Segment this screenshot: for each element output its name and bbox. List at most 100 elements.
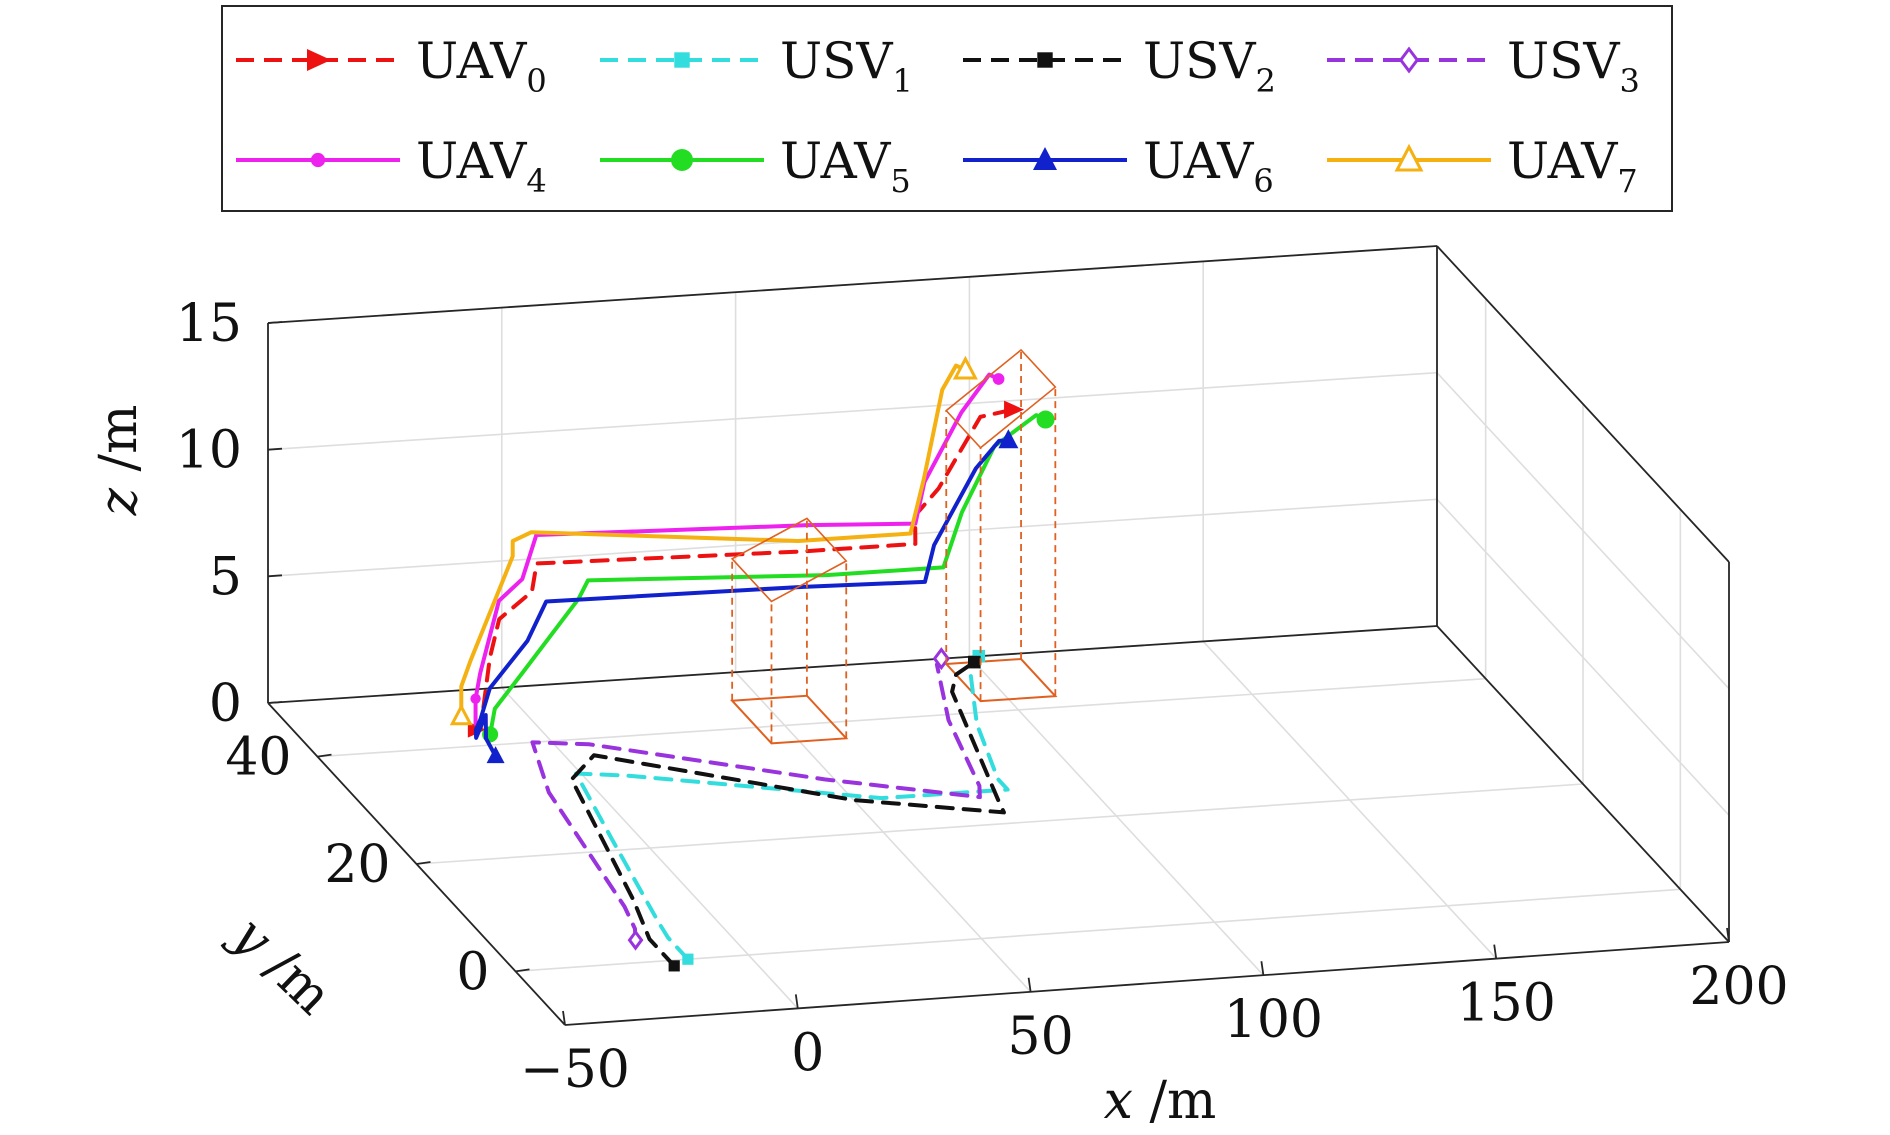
grid-side-z <box>1436 372 1730 690</box>
series-end-marker <box>992 373 1005 385</box>
series-end-marker <box>998 429 1019 449</box>
grid-side-z <box>1436 498 1730 816</box>
x-tick-mark <box>1260 961 1265 976</box>
x-tick-mark <box>1493 944 1498 959</box>
legend-swatch-marker <box>1398 46 1420 74</box>
series-uav-6 <box>473 429 1019 764</box>
legend-swatch-marker <box>1037 52 1053 68</box>
y-tick-mark <box>416 861 431 865</box>
series-start-marker <box>486 746 505 764</box>
legend-swatch-marker <box>1033 147 1057 170</box>
legend-label-name: USV <box>1143 32 1256 90</box>
series-end-marker <box>968 655 981 669</box>
legend-label: UAV6 <box>1143 132 1274 200</box>
series-start-marker <box>449 703 473 726</box>
series-start-marker <box>627 929 644 951</box>
legend-item: USV2 <box>963 32 1276 100</box>
usv-formation-boxes <box>729 657 1058 745</box>
legend-label-name: USV <box>1507 32 1620 90</box>
x-tick-label: 100 <box>1224 990 1323 1050</box>
legend-label: UAV0 <box>416 32 547 100</box>
z-tick-mark <box>267 321 283 324</box>
legend-label-subscript: 4 <box>526 162 546 200</box>
legend-label: UAV7 <box>1507 132 1638 200</box>
series-line <box>574 654 1010 962</box>
grid-floor-y <box>416 783 1584 865</box>
x-tick-label: 200 <box>1689 957 1788 1017</box>
air-formation-box <box>730 517 848 603</box>
grid-floor-y <box>317 677 1486 758</box>
z-tick-label: 5 <box>209 547 242 607</box>
y-tick-mark <box>515 968 530 973</box>
z-axis-label: z /m <box>89 405 149 517</box>
axes-box-edge <box>1436 625 1730 943</box>
series-usv-3 <box>530 647 982 951</box>
x-tick-label: 0 <box>791 1023 824 1083</box>
legend-swatch-marker <box>1394 143 1424 172</box>
trajectory-series <box>449 355 1055 972</box>
grid-back-z <box>267 371 1438 451</box>
legend-item: USV3 <box>1327 32 1640 100</box>
series-line <box>473 438 1011 759</box>
legend-label-name: UAV <box>780 132 891 190</box>
legend-label-subscript: 6 <box>1253 162 1273 200</box>
z-tick-label: 15 <box>176 294 242 354</box>
legend-label-name: UAV <box>1143 132 1254 190</box>
axes-box-edge <box>564 941 1730 1026</box>
legend-item: USV1 <box>600 32 913 100</box>
series-start-marker <box>682 953 694 965</box>
legend-item: UAV4 <box>236 132 547 200</box>
x-tick-label: 50 <box>1008 1007 1074 1067</box>
ground-formation-box <box>729 694 849 745</box>
legend-item: UAV6 <box>963 132 1274 200</box>
series-start-marker <box>470 693 481 704</box>
series-end-marker <box>952 355 978 380</box>
x-axis-var: x <box>1104 1071 1133 1131</box>
x-axis-unit: /m <box>1150 1071 1217 1131</box>
z-tick-mark <box>267 447 283 451</box>
legend-box <box>221 5 1673 212</box>
series-line <box>569 660 1006 968</box>
legend-label: USV3 <box>1507 32 1640 100</box>
legend-swatch-marker <box>310 152 326 168</box>
axes-box-edge <box>267 625 1438 704</box>
y-tick-mark <box>317 753 332 758</box>
legend-label-subscript: 1 <box>893 62 913 100</box>
y-tick-label: 0 <box>456 942 489 1002</box>
series-end-marker <box>1004 400 1025 419</box>
x-tick-mark <box>794 994 799 1009</box>
legend-label-name: USV <box>780 32 893 90</box>
series-line <box>488 413 1048 737</box>
grid-floor-y <box>515 888 1681 973</box>
series-line <box>473 407 1016 732</box>
legend-label: UAV4 <box>416 132 547 200</box>
series-line <box>459 363 968 719</box>
legend-item: UAV7 <box>1327 132 1638 200</box>
z-axis-unit: /m <box>89 405 149 472</box>
series-start-marker <box>668 960 680 972</box>
series-uav-7 <box>449 355 978 726</box>
z-tick-mark <box>267 574 283 578</box>
legend-label-name: UAV <box>416 32 527 90</box>
x-tick-mark <box>1027 977 1032 992</box>
series-end-marker <box>932 647 950 671</box>
axes-box <box>267 245 1730 1026</box>
legend-label: USV1 <box>780 32 913 100</box>
legend-label: UAV5 <box>780 132 911 200</box>
legend-label-subscript: 7 <box>1617 162 1637 200</box>
legend-label-subscript: 3 <box>1620 62 1640 100</box>
ground-formation-box <box>944 657 1058 703</box>
legend-label-subscript: 2 <box>1256 62 1276 100</box>
series-line <box>530 656 982 943</box>
x-axis-label: x /m <box>1104 1071 1217 1131</box>
axes-box-edge <box>1436 245 1730 563</box>
x-tick-mark <box>1726 927 1730 943</box>
z-tick-label: 10 <box>176 421 242 481</box>
grid-lines <box>267 245 1730 1026</box>
y-tick-label: 40 <box>225 728 291 788</box>
z-axis-var: z <box>89 487 149 516</box>
x-tick-label: 150 <box>1457 974 1556 1034</box>
projection-drop-lines <box>730 348 1057 744</box>
